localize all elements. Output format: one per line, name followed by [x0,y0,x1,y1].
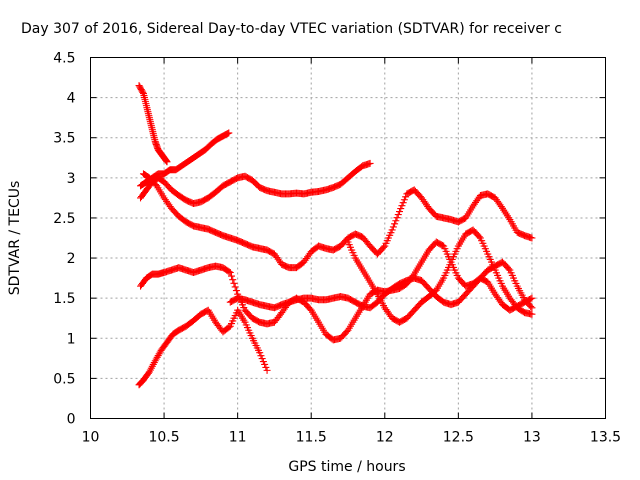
data-point [262,363,270,371]
data-point [397,205,405,213]
y-tick-label: 0.5 [53,371,75,387]
plot-frame [90,57,606,419]
data-point [229,276,237,284]
data-point [399,199,407,207]
data-point [225,268,233,276]
data-point [380,243,388,251]
data-point [527,302,535,310]
data-points [135,82,536,389]
data-point [528,310,536,318]
y-tick-label: 2 [67,251,76,267]
data-point [528,234,536,242]
data-point [263,366,271,374]
data-point [139,88,147,96]
data-point [230,279,238,287]
data-point [393,214,401,222]
chart-title: Day 307 of 2016, Sidereal Day-to-day VTE… [21,21,562,37]
data-point [225,323,233,331]
data-point [391,220,399,228]
data-point [228,272,236,280]
y-tick-label: 2.5 [53,211,75,227]
data-point [475,233,483,241]
x-tick-label: 12 [376,430,394,446]
data-point [402,193,410,201]
data-point [528,304,536,312]
data-point [392,217,400,225]
y-tick-label: 1 [67,331,76,347]
x-tick-label: 11.5 [296,430,327,446]
data-point [394,211,402,219]
data-point [528,294,536,302]
data-point [225,129,233,137]
data-point [257,352,265,360]
y-tick-label: 3.5 [53,131,75,147]
x-tick-label: 10 [82,430,100,446]
data-point [231,283,239,291]
data-point [400,196,408,204]
data-point [388,226,396,234]
data-point [366,159,374,167]
data-point [389,223,397,231]
x-tick-label: 10.5 [148,430,179,446]
x-tick-label: 12.5 [443,430,474,446]
data-point [259,358,267,366]
x-axis-label: GPS time / hours [288,459,405,475]
data-point [505,265,513,273]
data-point [527,295,535,303]
x-tick-label: 13.5 [590,430,621,446]
y-tick-label: 4.5 [53,51,75,67]
y-tick-label: 1.5 [53,291,75,307]
data-point [497,203,505,211]
data-point [261,360,269,368]
data-point [256,349,264,357]
data-point [258,355,266,363]
data-point [232,287,240,295]
y-tick-label: 0 [67,412,76,428]
data-point [396,208,403,216]
y-tick-label: 4 [67,91,76,107]
y-tick-label: 3 [67,171,76,187]
tick-labels: 10 10.5 11 11.5 12 12.5 13 13.500.511.522.533.5… [53,51,621,446]
data-point [163,158,171,166]
x-tick-label: 13 [523,430,541,446]
x-tick-label: 11 [229,430,247,446]
y-axis-label: SDTVAR / TECUs [7,181,23,296]
data-point [398,202,406,210]
data-point [226,268,234,276]
